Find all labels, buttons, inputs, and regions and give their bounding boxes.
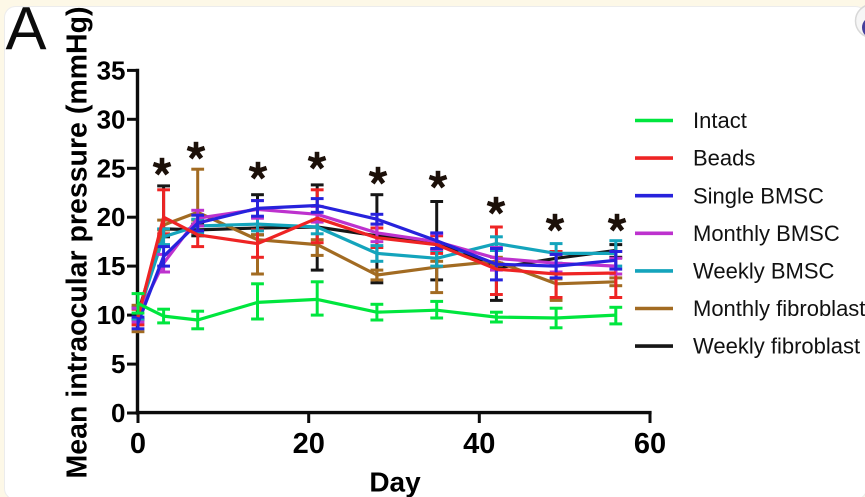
svg-text:Monthly BMSC: Monthly BMSC	[693, 221, 840, 246]
svg-text:0: 0	[111, 398, 125, 428]
svg-text:Monthly fibroblast: Monthly fibroblast	[693, 296, 865, 321]
svg-text:30: 30	[97, 104, 126, 134]
svg-text:0: 0	[130, 428, 146, 460]
svg-text:25: 25	[97, 153, 126, 183]
svg-text:Mean intraocular pressure (mmH: Mean intraocular pressure (mmHg)	[62, 7, 94, 479]
svg-text:A: A	[6, 0, 47, 64]
svg-text:40: 40	[463, 428, 495, 460]
svg-text:Beads: Beads	[693, 146, 755, 171]
svg-text:35: 35	[97, 55, 126, 85]
svg-text:Weekly BMSC: Weekly BMSC	[693, 259, 835, 284]
svg-text:15: 15	[97, 251, 126, 281]
svg-text:Single BMSC: Single BMSC	[693, 183, 824, 208]
svg-text:20: 20	[293, 428, 325, 460]
svg-text:60: 60	[634, 428, 666, 460]
svg-text:10: 10	[97, 300, 126, 330]
svg-text:Day: Day	[369, 467, 421, 497]
svg-text:Weekly fibroblast: Weekly fibroblast	[693, 334, 860, 359]
svg-text:5: 5	[111, 349, 125, 379]
svg-text:Intact: Intact	[693, 108, 747, 133]
svg-text:20: 20	[97, 202, 126, 232]
